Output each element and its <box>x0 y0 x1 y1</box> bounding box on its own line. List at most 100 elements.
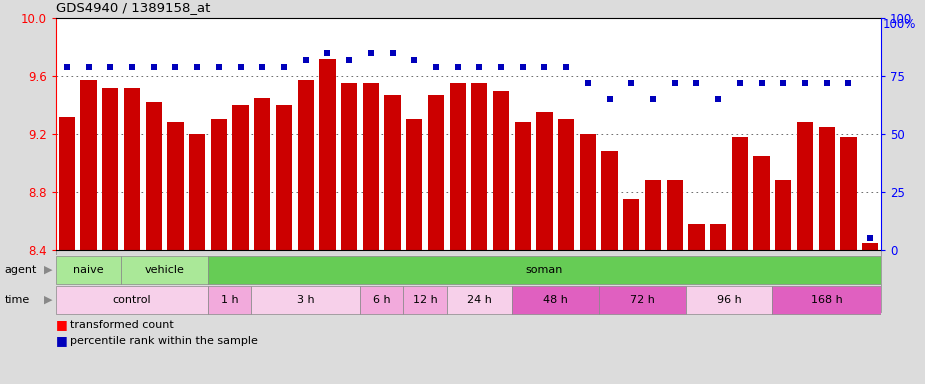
FancyBboxPatch shape <box>512 286 598 314</box>
Point <box>103 64 117 70</box>
Point <box>841 80 856 86</box>
Bar <box>298 80 314 250</box>
Text: 3 h: 3 h <box>297 295 314 305</box>
Point <box>385 50 400 56</box>
Point <box>754 80 769 86</box>
Point <box>277 64 291 70</box>
Bar <box>167 122 183 250</box>
Point <box>233 64 248 70</box>
Point <box>863 235 878 242</box>
Bar <box>710 224 726 250</box>
Point <box>537 64 552 70</box>
Bar <box>385 95 401 250</box>
Bar <box>862 243 878 250</box>
Point <box>776 80 791 86</box>
Bar <box>688 224 705 250</box>
Point <box>255 64 270 70</box>
Text: GDS4940 / 1389158_at: GDS4940 / 1389158_at <box>56 1 210 14</box>
Text: 12 h: 12 h <box>413 295 438 305</box>
Point <box>428 64 443 70</box>
Bar <box>819 127 835 250</box>
Bar <box>254 98 270 250</box>
Text: 168 h: 168 h <box>811 295 843 305</box>
FancyBboxPatch shape <box>598 286 685 314</box>
FancyBboxPatch shape <box>252 286 360 314</box>
Text: naive: naive <box>73 265 104 275</box>
Text: ■: ■ <box>56 334 68 348</box>
Bar <box>276 105 292 250</box>
Point <box>298 57 313 63</box>
Bar <box>601 151 618 250</box>
Bar <box>406 119 423 250</box>
Bar <box>580 134 596 250</box>
Point <box>689 80 704 86</box>
Point <box>820 80 834 86</box>
Point <box>190 64 204 70</box>
Point <box>320 50 335 56</box>
Bar <box>667 180 683 250</box>
Point <box>450 64 465 70</box>
Bar <box>102 88 118 250</box>
FancyBboxPatch shape <box>208 286 252 314</box>
Bar <box>427 95 444 250</box>
Text: 48 h: 48 h <box>543 295 568 305</box>
Bar <box>775 180 792 250</box>
Point <box>212 64 227 70</box>
Text: control: control <box>113 295 152 305</box>
Point <box>733 80 747 86</box>
Bar <box>645 180 661 250</box>
Bar <box>536 112 552 250</box>
Text: ▶: ▶ <box>43 295 52 305</box>
Point <box>797 80 812 86</box>
FancyBboxPatch shape <box>56 286 208 314</box>
Point <box>125 64 140 70</box>
Bar <box>189 134 205 250</box>
FancyBboxPatch shape <box>772 286 881 314</box>
Point <box>341 57 356 63</box>
Bar <box>840 137 857 250</box>
FancyBboxPatch shape <box>685 286 772 314</box>
Point <box>710 96 725 102</box>
Text: 6 h: 6 h <box>373 295 390 305</box>
FancyBboxPatch shape <box>360 286 403 314</box>
Point <box>59 64 74 70</box>
Text: agent: agent <box>5 265 37 275</box>
Point <box>602 96 617 102</box>
Text: 96 h: 96 h <box>717 295 742 305</box>
Text: ▶: ▶ <box>43 265 52 275</box>
FancyBboxPatch shape <box>121 256 208 285</box>
Bar <box>58 117 75 250</box>
FancyBboxPatch shape <box>403 286 447 314</box>
Text: ■: ■ <box>56 318 68 331</box>
Bar <box>514 122 531 250</box>
Bar <box>319 59 336 250</box>
Bar <box>124 88 140 250</box>
Point <box>667 80 682 86</box>
Bar <box>471 83 487 250</box>
Bar <box>211 119 227 250</box>
Point <box>168 64 183 70</box>
Point <box>559 64 574 70</box>
Point <box>472 64 487 70</box>
Point <box>581 80 596 86</box>
Text: 24 h: 24 h <box>467 295 492 305</box>
Bar <box>341 83 357 250</box>
Text: transformed count: transformed count <box>70 320 174 330</box>
Text: 72 h: 72 h <box>630 295 655 305</box>
FancyBboxPatch shape <box>208 256 881 285</box>
Bar <box>363 83 379 250</box>
Bar <box>450 83 466 250</box>
Text: vehicle: vehicle <box>144 265 184 275</box>
Point <box>494 64 509 70</box>
Text: 100%: 100% <box>883 18 917 31</box>
Bar <box>493 91 509 250</box>
Point <box>81 64 96 70</box>
Text: percentile rank within the sample: percentile rank within the sample <box>70 336 258 346</box>
Point <box>646 96 660 102</box>
Text: time: time <box>5 295 30 305</box>
Bar <box>232 105 249 250</box>
Point <box>515 64 530 70</box>
Text: 1 h: 1 h <box>221 295 239 305</box>
FancyBboxPatch shape <box>447 286 512 314</box>
Point <box>407 57 422 63</box>
